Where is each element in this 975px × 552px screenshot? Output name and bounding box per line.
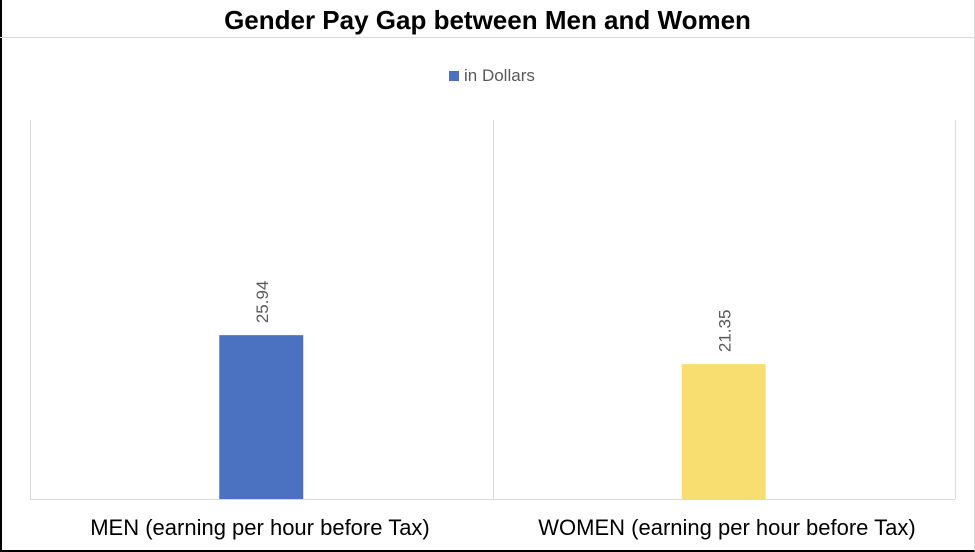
title-divider [0,37,975,38]
legend-label: in Dollars [464,66,535,85]
legend-swatch [449,71,459,81]
bar-women [681,364,766,499]
data-label-women: 21.35 [716,310,735,353]
data-label-men: 25.94 [253,281,272,324]
chart-title: Gender Pay Gap between Men and Women [224,5,751,35]
category-label-women: WOMEN (earning per hour before Tax) [538,515,916,540]
category-label-men: MEN (earning per hour before Tax) [90,515,430,540]
legend: in Dollars [449,66,535,86]
bar-men [219,335,304,499]
